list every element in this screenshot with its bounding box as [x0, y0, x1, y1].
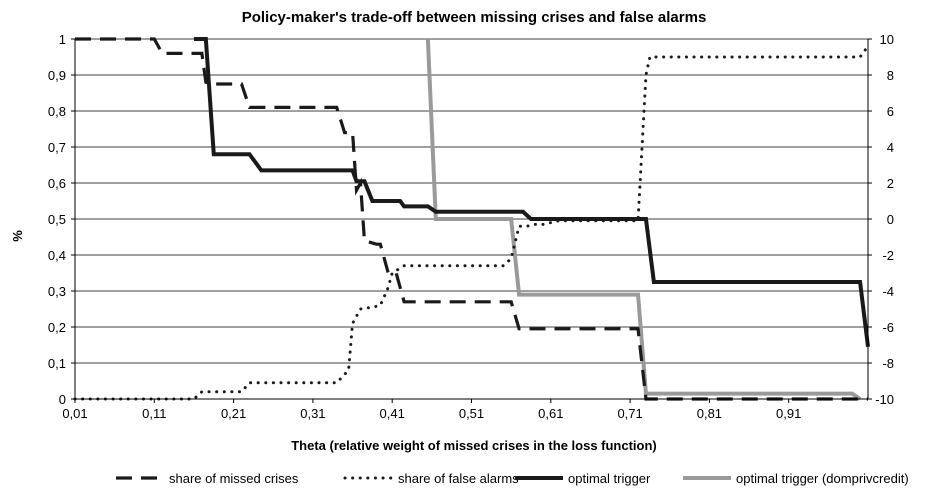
x-axis-title: Theta (relative weight of missed crises …	[291, 438, 657, 453]
right-tick-label: 2	[887, 176, 894, 191]
right-tick-label: -4	[882, 284, 894, 299]
gridlines	[75, 38, 868, 364]
legend-label-3: optimal trigger (domprivcredit)	[736, 471, 909, 486]
x-tick-label: 0,41	[380, 406, 405, 421]
left-tick-label: 0,3	[48, 284, 66, 299]
right-tick-label: 8	[887, 68, 894, 83]
x-axis-ticks: 0,01 0,11 0,21 0,31 0,41 0,51 0,61 0,71 0,81 0,91	[62, 399, 801, 421]
x-tick-label: 0,11	[142, 406, 166, 421]
right-tick-label: 10	[880, 32, 894, 47]
left-tick-label: 1	[59, 32, 66, 47]
x-tick-label: 0,51	[459, 406, 484, 421]
series-line-0	[75, 37, 868, 401]
series-layer	[73, 37, 870, 401]
right-tick-label: 0	[887, 212, 894, 227]
y-axis-title: %	[10, 230, 25, 242]
right-tick-label: -6	[882, 320, 894, 335]
series-line-3	[425, 38, 862, 401]
right-tick-label: 4	[887, 140, 894, 155]
left-tick-label: 0,7	[48, 140, 66, 155]
left-tick-label: 0	[59, 392, 66, 407]
legend-label-1: share of false alarms	[398, 471, 519, 486]
right-tick-label: -10	[875, 392, 894, 407]
right-tick-label: 6	[887, 104, 894, 119]
left-tick-label: 0,4	[48, 248, 66, 263]
x-tick-label: 0,31	[300, 406, 325, 421]
left-tick-label: 0,6	[48, 176, 66, 191]
series-line-1	[73, 44, 870, 401]
x-tick-label: 0,71	[617, 406, 642, 421]
x-tick-label: 0,91	[776, 406, 801, 421]
left-tick-label: 0,8	[48, 104, 66, 119]
right-tick-label: -8	[882, 356, 894, 371]
legend-label-2: optimal trigger	[568, 471, 651, 486]
legend-label-0: share of missed crises	[169, 471, 299, 486]
x-tick-label: 0,61	[538, 406, 563, 421]
left-tick-label: 0,2	[48, 320, 66, 335]
left-tick-label: 0,9	[48, 68, 66, 83]
right-axis-ticks: -10 -8 -6 -4 -2 0 2 4 6 8 10	[868, 32, 894, 407]
left-tick-label: 0,5	[48, 212, 66, 227]
series-line-2	[193, 37, 870, 348]
x-tick-label: 0,01	[62, 406, 87, 421]
x-tick-label: 0,21	[221, 406, 246, 421]
left-tick-label: 0,1	[48, 356, 66, 371]
left-axis-ticks: 0 0,1 0,2 0,3 0,4 0,5 0,6 0,7 0,8 0,9 1	[48, 32, 75, 407]
chart-title: Policy-maker's trade-off between missing…	[242, 9, 707, 26]
right-tick-label: -2	[882, 248, 894, 263]
x-tick-label: 0,81	[697, 406, 722, 421]
legend: share of missed crises share of false ala…	[116, 471, 909, 486]
